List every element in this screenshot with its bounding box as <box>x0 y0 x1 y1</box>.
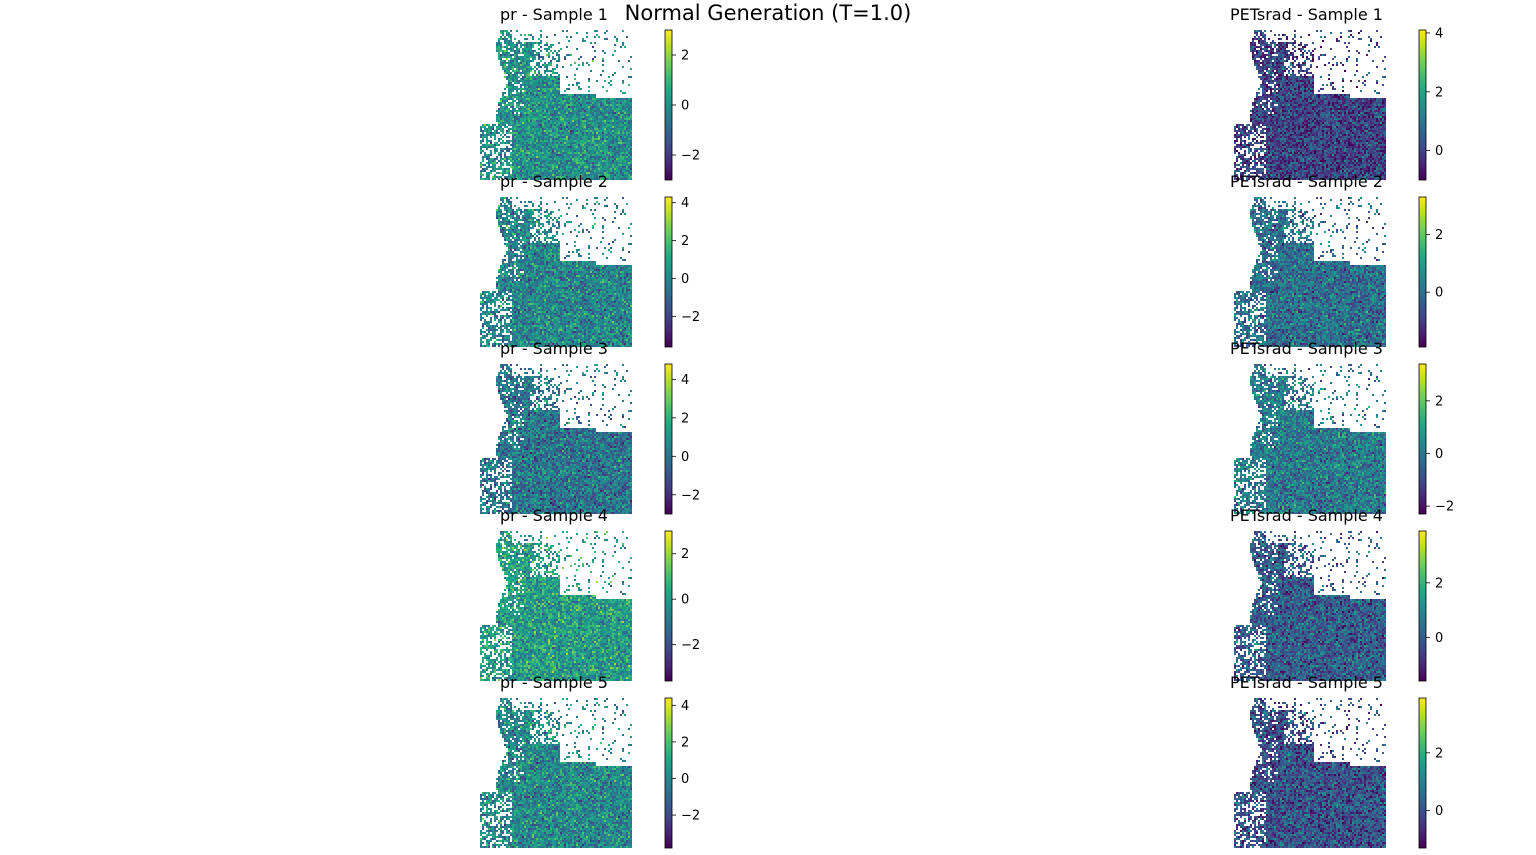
colorbar-tick-label: 4 <box>681 196 689 211</box>
colorbar-tick-label: 0 <box>1435 631 1443 646</box>
heatmap <box>480 698 632 848</box>
colorbar-tick-label: 0 <box>681 272 689 287</box>
colorbar-tick-label: 2 <box>1435 394 1443 409</box>
panel-petsrad-sample-2: PETsrad - Sample 2 2 0 <box>1230 172 1443 348</box>
heatmap <box>1234 698 1386 848</box>
colorbar <box>664 363 673 515</box>
colorbar <box>1418 29 1427 181</box>
colorbar-tick-label: −2 <box>1435 500 1454 515</box>
colorbar-tick-label: 2 <box>681 49 689 64</box>
colorbar-tick-label: −2 <box>681 638 700 653</box>
colorbar-tick-label: 2 <box>1435 228 1443 243</box>
colorbar-tick-label: 2 <box>1435 746 1443 761</box>
panel-title: pr - Sample 3 <box>500 339 608 358</box>
panel-title: PETsrad - Sample 3 <box>1230 339 1383 358</box>
colorbar-tick-label: 0 <box>681 99 689 114</box>
heatmap <box>480 197 632 347</box>
panel-petsrad-sample-1: PETsrad - Sample 1 4 2 0 <box>1230 5 1443 181</box>
panel-title: pr - Sample 4 <box>500 506 608 525</box>
colorbar-tick-label: 2 <box>1435 576 1443 591</box>
colorbar-tick-label: 0 <box>681 593 689 608</box>
colorbar-tick-label: 0 <box>1435 144 1443 159</box>
colorbar-tick-label: −2 <box>681 488 700 503</box>
figure-title: Normal Generation (T=1.0) <box>625 1 912 25</box>
panel-title: pr - Sample 2 <box>500 172 608 191</box>
colorbar <box>664 196 673 348</box>
colorbar <box>1418 363 1427 515</box>
panel-petsrad-sample-3: PETsrad - Sample 3 2 0 −2 <box>1230 339 1454 515</box>
heatmap <box>1234 364 1386 514</box>
colorbar-tick-label: 0 <box>1435 447 1443 462</box>
colorbar-tick-label: 4 <box>681 373 689 388</box>
colorbar-tick-label: 0 <box>681 450 689 465</box>
panel-pr-sample-4: pr - Sample 4 2 0 −2 <box>480 506 700 682</box>
panel-title: PETsrad - Sample 1 <box>1230 5 1383 24</box>
colorbar-tick-label: 2 <box>1435 85 1443 100</box>
panel-pr-sample-3: pr - Sample 3 4 2 0 −2 <box>480 339 700 515</box>
colorbar-tick-label: 2 <box>681 411 689 426</box>
panel-title: PETsrad - Sample 5 <box>1230 673 1383 692</box>
panel-pr-sample-1: pr - Sample 1 2 0 −2 <box>480 5 700 181</box>
colorbar-tick-label: −2 <box>681 149 700 164</box>
colorbar-tick-label: 0 <box>681 772 689 787</box>
colorbar <box>664 530 673 682</box>
heatmap <box>1234 30 1386 180</box>
colorbar-tick-label: 4 <box>1435 26 1443 41</box>
heatmap <box>1234 197 1386 347</box>
panel-title: pr - Sample 1 <box>500 5 608 24</box>
colorbar <box>664 697 673 849</box>
colorbar-tick-label: 0 <box>1435 804 1443 819</box>
heatmap <box>480 364 632 514</box>
panel-title: PETsrad - Sample 2 <box>1230 172 1383 191</box>
colorbar-tick-label: 2 <box>681 547 689 562</box>
colorbar <box>1418 530 1427 682</box>
panel-pr-sample-5: pr - Sample 5 4 2 0 −2 <box>480 673 700 849</box>
colorbar-tick-label: −2 <box>681 310 700 325</box>
colorbar-tick-label: −2 <box>681 809 700 824</box>
colorbar <box>664 29 673 181</box>
heatmap <box>1234 531 1386 681</box>
heatmap <box>480 30 632 180</box>
panel-title: PETsrad - Sample 4 <box>1230 506 1383 525</box>
colorbar-tick-label: 2 <box>681 735 689 750</box>
colorbar-tick-label: 2 <box>681 234 689 249</box>
heatmap <box>480 531 632 681</box>
panel-petsrad-sample-4: PETsrad - Sample 4 2 0 <box>1230 506 1443 682</box>
colorbar <box>1418 196 1427 348</box>
panel-title: pr - Sample 5 <box>500 673 608 692</box>
colorbar <box>1418 697 1427 849</box>
colorbar-tick-label: 0 <box>1435 286 1443 301</box>
panel-petsrad-sample-5: PETsrad - Sample 5 2 0 <box>1230 673 1443 849</box>
colorbar-tick-label: 4 <box>681 699 689 714</box>
panel-pr-sample-2: pr - Sample 2 4 2 0 −2 <box>480 172 700 348</box>
